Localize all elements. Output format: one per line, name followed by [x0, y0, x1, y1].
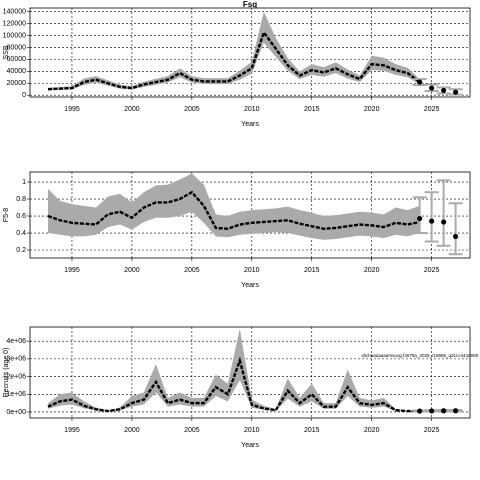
y-tick-label: 0 [22, 92, 26, 99]
series-line [47, 29, 421, 91]
x-tick-label: 2015 [304, 106, 320, 113]
y-tick-label: 140000 [3, 8, 26, 15]
y-tick-label: 0e+00 [6, 409, 26, 416]
x-tick-label: 1995 [64, 267, 80, 274]
y-axis-label: F5-8 [3, 208, 10, 223]
y-tick-label: 0.2 [16, 247, 26, 254]
x-tick-label: 1995 [64, 106, 80, 113]
series-line [47, 190, 420, 230]
x-tick-label: 2025 [424, 427, 440, 434]
x-axis-label: Years [241, 282, 259, 289]
y-tick-label: 1e+06 [6, 391, 26, 398]
y-tick-label: 80000 [7, 44, 27, 51]
projection-point [429, 218, 435, 224]
x-tick-label: 2025 [424, 267, 440, 274]
plot-frame [29, 171, 471, 259]
x-tick-label: 2020 [364, 267, 380, 274]
projection-point [417, 215, 423, 222]
x-tick-label: 1995 [64, 427, 80, 434]
y-tick-label: 60000 [7, 56, 27, 63]
projection-point [429, 408, 435, 414]
projection-point [417, 408, 423, 414]
confidence-band [47, 173, 420, 240]
projection-point [417, 79, 423, 85]
confidence-band [47, 328, 420, 412]
y-tick-label: 120000 [3, 20, 26, 27]
x-tick-label: 2000 [124, 106, 140, 113]
x-tick-label: 2010 [244, 267, 260, 274]
y-tick-label: 20000 [7, 80, 27, 87]
y-tick-label: 2e+06 [6, 373, 26, 380]
x-tick-label: 2020 [364, 427, 380, 434]
x-tick-label: 2015 [304, 427, 320, 434]
y-tick-label: 100000 [3, 32, 26, 39]
projection-point [453, 233, 459, 240]
projection-point [453, 89, 459, 95]
x-tick-label: 2020 [364, 106, 380, 113]
x-tick-label: 2010 [244, 427, 260, 434]
x-tick-label: 2010 [244, 106, 260, 113]
projection-point [429, 85, 435, 91]
x-tick-label: 2025 [424, 106, 440, 113]
y-axis-label: Recruits (age 0) [3, 348, 10, 398]
y-tick-label: 40000 [7, 68, 27, 75]
y-tick-label: 0.4 [16, 230, 26, 237]
y-tick-label: 1 [22, 179, 26, 186]
plot-frame [29, 7, 471, 98]
projection-point [453, 408, 459, 414]
y-tick-label: 0.8 [16, 196, 26, 203]
plot-frame [29, 326, 471, 419]
x-tick-label: 2000 [124, 267, 140, 274]
x-tick-label: 2005 [184, 106, 200, 113]
x-tick-label: 2005 [184, 267, 200, 274]
x-tick-label: 2000 [124, 427, 140, 434]
annotation: sbchaaaaaaamsoog.f4079a_2025_r18686_qd1c… [361, 353, 478, 358]
y-tick-label: 4e+06 [6, 338, 26, 345]
projection-point [441, 219, 447, 225]
x-tick-label: 2005 [184, 427, 200, 434]
x-axis-label: Years [241, 442, 259, 449]
x-axis-label: Years [241, 121, 259, 128]
y-axis-label: SSB [3, 45, 10, 59]
projection-point [441, 408, 447, 414]
chart-title: Fsq [243, 0, 257, 9]
series-line [47, 356, 420, 413]
y-tick-label: 0.6 [16, 213, 26, 220]
x-tick-label: 2015 [304, 267, 320, 274]
y-tick-label: 3e+06 [6, 356, 26, 363]
projection-point [441, 87, 447, 94]
